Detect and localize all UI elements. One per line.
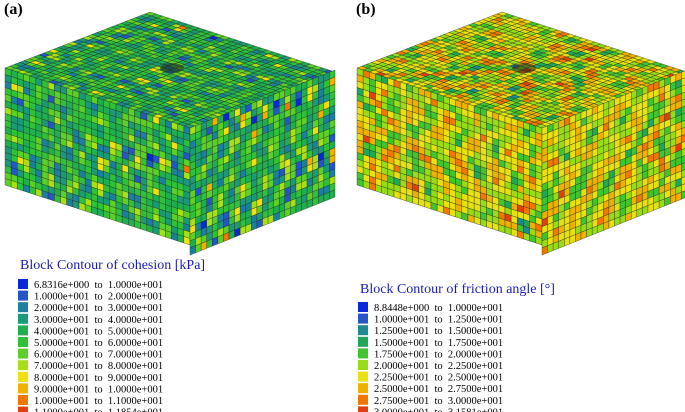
legend-entry: 1.5000e+001 to 1.7500e+001 <box>374 338 503 349</box>
panel: (b) Block Contour of friction angle [°] 8.… <box>356 1 685 412</box>
legend-swatch <box>18 349 28 359</box>
legend-entry: 2.7500e+001 to 3.0000e+001 <box>374 396 503 407</box>
legend-swatch <box>358 325 368 335</box>
legend-swatch <box>18 360 28 370</box>
legend-swatch <box>18 325 28 335</box>
legend-swatch <box>18 291 28 301</box>
legend-entry: 2.0000e+001 to 2.2500e+001 <box>374 361 503 372</box>
legend-swatch <box>18 407 28 412</box>
legend-entry: 6.8316e+000 to 1.0000e+001 <box>34 280 163 291</box>
legend-entry: 2.5000e+001 to 2.7500e+001 <box>374 384 503 395</box>
legend-entry: 3.0000e+001 to 3.1581e+001 <box>374 407 503 412</box>
legend-title: Block Contour of cohesion [kPa] <box>20 258 205 273</box>
legend-title: Block Contour of friction angle [°] <box>360 282 555 297</box>
legend-swatch <box>358 337 368 347</box>
legend-entry: 2.2500e+001 to 2.5000e+001 <box>374 373 503 384</box>
legend-swatch <box>18 337 28 347</box>
legend-swatch <box>358 302 368 312</box>
legend-entry: 6.0000e+001 to 7.0000e+001 <box>34 350 163 361</box>
legend-swatch <box>358 383 368 393</box>
legend-entry: 1.0000e+001 to 1.1000e+001 <box>34 396 163 407</box>
legend-swatch <box>358 348 368 358</box>
legend-swatch <box>18 372 28 382</box>
legend-entry: 7.0000e+001 to 8.0000e+001 <box>34 361 163 372</box>
legend-entry: 1.1000e+001 to 1.1854e+001 <box>34 408 163 412</box>
legend-swatch <box>358 360 368 370</box>
legend-entry: 5.0000e+001 to 6.0000e+001 <box>34 338 163 349</box>
legend-swatch <box>358 372 368 382</box>
legend-swatch <box>18 279 28 289</box>
legend-entry: 9.0000e+001 to 1.0000e+001 <box>34 384 163 395</box>
legend-entry: 1.2500e+001 to 1.5000e+001 <box>374 326 503 337</box>
legend-entry: 4.0000e+001 to 5.0000e+001 <box>34 326 163 337</box>
legend-entry: 1.0000e+001 to 2.0000e+001 <box>34 292 163 303</box>
panel-label: (b) <box>356 1 376 18</box>
legend-swatch <box>18 383 28 393</box>
legend-swatch <box>358 406 368 412</box>
legend-swatch <box>358 314 368 324</box>
legend-entry: 1.7500e+001 to 2.0000e+001 <box>374 349 503 360</box>
legend-swatch <box>18 314 28 324</box>
legend-entry: 2.0000e+001 to 3.0000e+001 <box>34 303 163 314</box>
mesh-patch <box>160 63 184 73</box>
legend-entry: 1.0000e+001 to 1.2500e+001 <box>374 315 503 326</box>
mesh-patch <box>512 63 536 73</box>
legend-swatch <box>18 302 28 312</box>
legend-swatch <box>358 395 368 405</box>
panel: (a) Block Contour of cohesion [kPa] 6.8316… <box>4 1 335 412</box>
panel-label: (a) <box>4 1 23 18</box>
legend-entry: 8.0000e+001 to 9.0000e+001 <box>34 373 163 384</box>
legend-swatch <box>18 395 28 405</box>
legend-entry: 8.8448e+000 to 1.0000e+001 <box>374 303 503 314</box>
legend-entry: 3.0000e+001 to 4.0000e+001 <box>34 315 163 326</box>
